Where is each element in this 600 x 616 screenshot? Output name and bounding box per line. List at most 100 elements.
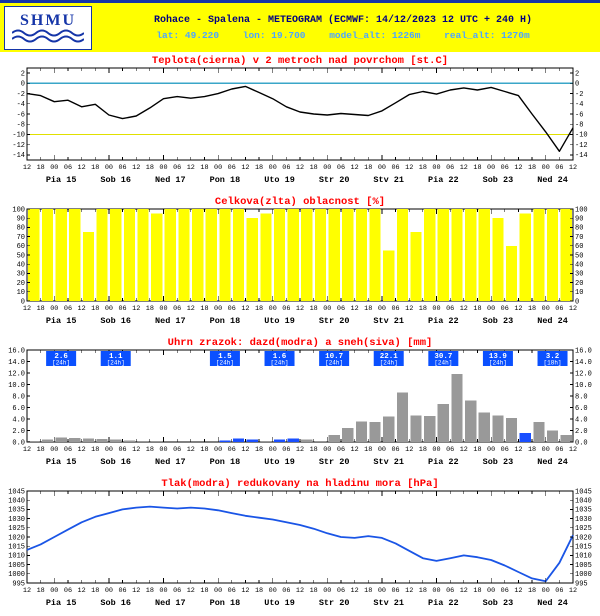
y-axis-label: -2 [575, 91, 583, 99]
day-label: Pia 15 [46, 175, 77, 185]
hour-label: 12 [187, 164, 195, 172]
hour-label: 00 [542, 305, 550, 313]
hour-label: 00 [378, 587, 386, 595]
day-label: Str 20 [319, 598, 350, 608]
y-axis-label: 14.0 [8, 359, 25, 367]
bar [301, 439, 313, 442]
day-label: Ned 24 [537, 175, 568, 185]
hour-label: 12 [78, 305, 86, 313]
bar [82, 438, 95, 442]
hour-label: 12 [460, 305, 468, 313]
hour-label: 12 [569, 446, 577, 454]
hour-label: 06 [501, 446, 509, 454]
hour-label: 18 [200, 305, 208, 313]
bar [69, 209, 81, 301]
day-label: Pia 15 [46, 598, 77, 608]
hour-label: 18 [91, 305, 99, 313]
y-axis-label: 60 [17, 243, 25, 251]
hour-label: 00 [214, 164, 222, 172]
bar [383, 416, 395, 442]
hour-label: 18 [419, 587, 427, 595]
hour-label: 18 [364, 446, 372, 454]
y-axis-label: 6.0 [12, 405, 25, 413]
day-label: Pon 18 [210, 316, 241, 326]
hour-label: 18 [310, 587, 318, 595]
bar [96, 439, 108, 442]
bar [232, 209, 245, 301]
y-axis-label: 1035 [8, 507, 25, 515]
hour-label: 18 [37, 587, 45, 595]
hour-label: 18 [255, 587, 263, 595]
hour-label: 06 [555, 164, 563, 172]
hour-label: 18 [364, 164, 372, 172]
hour-label: 12 [78, 164, 86, 172]
hour-label: 12 [351, 305, 359, 313]
chart-svg: Uhrn zrazok: dazd(modra) a sneh(siva) [m… [8, 337, 592, 467]
hour-label: 00 [323, 305, 331, 313]
daily-total-period: [24h] [489, 360, 507, 367]
hour-label: 12 [405, 446, 413, 454]
y-axis-label: 90 [17, 216, 25, 224]
bar [546, 209, 559, 301]
hour-label: 12 [132, 446, 140, 454]
hour-label: 18 [528, 446, 536, 454]
model-altitude-label: model_alt: 1226m [329, 29, 421, 41]
y-axis-label: -2 [17, 91, 25, 99]
bar [137, 440, 149, 442]
y-axis-label: 995 [12, 580, 25, 588]
bar [123, 209, 135, 301]
hour-label: 06 [228, 305, 236, 313]
header: SHMU Rohace - Spalena - METEOGRAM (ECMWF… [0, 0, 600, 52]
day-label: Sob 16 [100, 598, 131, 608]
bar [82, 232, 95, 301]
temperature-chart: Teplota(cierna) v 2 metroch nad povrchom… [0, 52, 600, 193]
hour-label: 06 [228, 446, 236, 454]
hour-label: 06 [337, 305, 345, 313]
y-axis-label: 16.0 [8, 347, 25, 355]
y-axis-label: 1025 [575, 525, 592, 533]
logo-waves-icon [12, 29, 84, 42]
bar [519, 213, 531, 301]
y-axis-label: 995 [575, 580, 588, 588]
hour-label: 12 [241, 305, 249, 313]
y-axis-label: 70 [575, 234, 583, 242]
hour-label: 12 [23, 164, 31, 172]
bar [123, 440, 135, 442]
hour-label: 00 [432, 305, 440, 313]
hour-label: 00 [323, 587, 331, 595]
chart-svg: Teplota(cierna) v 2 metroch nad povrchom… [12, 55, 587, 185]
day-label: Stv 21 [373, 457, 404, 467]
day-label: Ned 17 [155, 457, 186, 467]
y-axis-label: 12.0 [8, 370, 25, 378]
day-label: Ned 24 [537, 316, 568, 326]
day-label: Pia 22 [428, 598, 459, 608]
hour-label: 12 [241, 587, 249, 595]
shmu-logo: SHMU [4, 5, 92, 50]
y-axis-label: 1040 [8, 498, 25, 506]
hour-label: 06 [337, 164, 345, 172]
hour-label: 18 [146, 305, 154, 313]
hour-label: 00 [542, 446, 550, 454]
hour-label: 12 [78, 446, 86, 454]
hour-label: 18 [146, 446, 154, 454]
bar [396, 209, 408, 301]
daily-total-badge [264, 351, 295, 366]
hour-label: 12 [460, 587, 468, 595]
shmu-logo-text: SHMU [20, 11, 76, 29]
day-label: Stv 21 [373, 175, 404, 185]
daily-total-value: 1.5 [218, 353, 232, 361]
daily-total-value: 3.2 [546, 353, 560, 361]
hour-label: 12 [460, 446, 468, 454]
hour-label: 12 [351, 587, 359, 595]
y-axis-label: -8 [17, 122, 25, 130]
hour-label: 12 [187, 587, 195, 595]
day-label: Stv 21 [373, 598, 404, 608]
day-label: Uto 19 [264, 175, 295, 185]
hour-label: 12 [569, 305, 577, 313]
hour-label: 12 [187, 305, 195, 313]
hour-label: 18 [91, 587, 99, 595]
bar [424, 209, 436, 301]
day-label: Pia 22 [428, 175, 459, 185]
bar [110, 439, 122, 442]
